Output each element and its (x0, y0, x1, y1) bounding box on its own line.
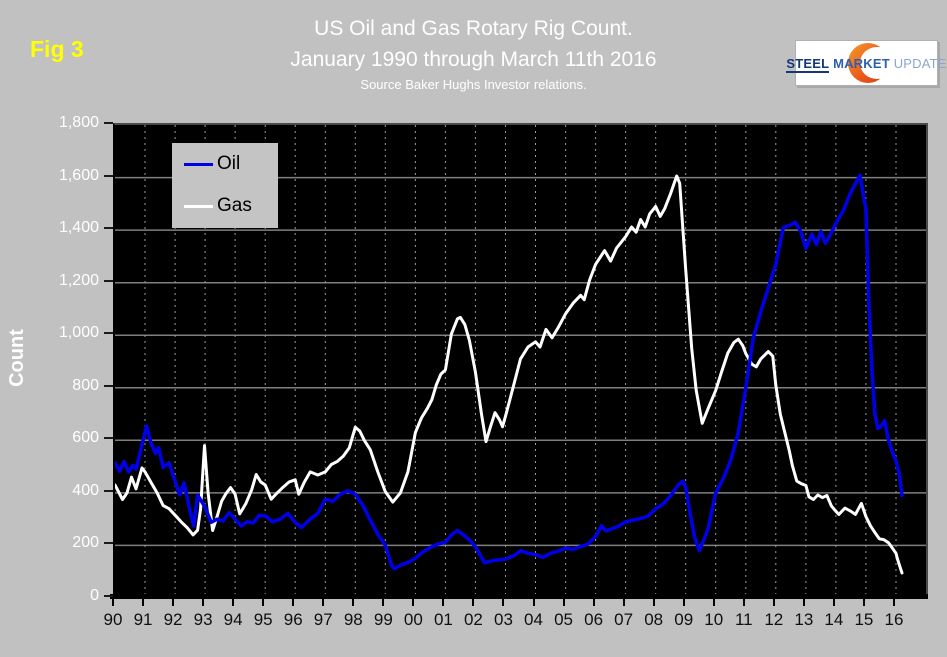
chart-title-line2: January 1990 through March 11th 2016 (290, 48, 657, 71)
chart-title-line1: US Oil and Gas Rotary Rig Count. (314, 17, 633, 40)
x-tick-14 (832, 599, 835, 606)
x-tick-92 (172, 599, 175, 606)
x-tick-label-92: 92 (163, 610, 183, 629)
x-tick-08 (652, 599, 655, 606)
x-tick-99 (382, 599, 385, 606)
x-tick-93 (202, 599, 205, 606)
y-tick-1,600 (104, 174, 113, 177)
x-tick-label-97: 97 (313, 610, 333, 629)
y-tick-label-0: 0 (90, 587, 99, 604)
x-tick-label-93: 93 (193, 610, 213, 629)
logo-word-update: UPDATE (893, 55, 947, 71)
logo-word-steel: STEEL (786, 55, 830, 73)
y-tick-1,400 (104, 227, 113, 230)
x-tick-97 (322, 599, 325, 606)
x-tick-label-05: 05 (554, 610, 573, 629)
y-axis-title: Count (6, 329, 28, 387)
chart-source-note: Source Baker Hughs Investor relations. (360, 77, 587, 92)
x-tick-label-94: 94 (223, 610, 243, 629)
x-tick-07 (622, 599, 625, 606)
y-tick-label-800: 800 (72, 376, 99, 394)
y-tick-1,200 (104, 279, 113, 282)
gas-line (115, 174, 904, 575)
x-tick-label-16: 16 (884, 610, 904, 629)
x-tick-06 (592, 599, 595, 606)
oil-line (115, 173, 904, 571)
x-tick-01 (442, 599, 445, 606)
oil-line-swatch (184, 162, 213, 166)
legend-item-oil: Oil (172, 143, 278, 185)
logo-text: STEEL MARKET UPDATE (786, 55, 947, 73)
y-tick-400 (104, 489, 113, 492)
y-tick-label-200: 200 (72, 534, 99, 552)
y-tick-label-1,600: 1,600 (58, 166, 99, 184)
x-tick-label-99: 99 (373, 610, 393, 629)
x-tick-02 (472, 599, 475, 606)
x-tick-label-90: 90 (103, 610, 123, 629)
y-tick-label-1,000: 1,000 (58, 324, 99, 342)
x-tick-03 (502, 599, 505, 606)
x-tick-00 (412, 599, 415, 606)
x-axis-line (110, 594, 928, 599)
x-tick-label-15: 15 (854, 610, 874, 629)
x-tick-label-96: 96 (283, 610, 303, 629)
chart-header: US Oil and Gas Rotary Rig Count. January… (0, 0, 947, 92)
x-tick-label-04: 04 (524, 610, 543, 629)
x-tick-90 (112, 599, 114, 606)
x-tick-15 (862, 599, 865, 606)
x-tick-label-07: 07 (614, 610, 634, 629)
y-tick-0 (104, 595, 113, 597)
y-tick-label-1,400: 1,400 (58, 219, 99, 237)
y-tick-1,800 (104, 122, 113, 124)
x-tick-05 (562, 599, 565, 606)
y-tick-200 (104, 542, 113, 545)
logo-word-market: MARKET (833, 55, 890, 71)
plot-area (113, 123, 928, 598)
x-tick-95 (262, 599, 265, 606)
x-tick-09 (682, 599, 685, 606)
y-tick-label-1,800: 1,800 (58, 114, 99, 131)
x-tick-10 (712, 599, 715, 606)
legend: Oil Gas (172, 143, 278, 228)
x-tick-label-12: 12 (764, 610, 784, 629)
steel-market-update-logo: STEEL MARKET UPDATE (786, 40, 946, 86)
y-tick-label-1,200: 1,200 (58, 271, 99, 289)
chart-canvas (115, 125, 926, 598)
x-tick-label-98: 98 (343, 610, 363, 629)
x-tick-91 (142, 599, 145, 606)
legend-label-gas: Gas (217, 195, 252, 216)
y-tick-600 (104, 437, 113, 440)
y-tick-800 (104, 384, 113, 387)
x-tick-98 (352, 599, 355, 606)
x-tick-label-00: 00 (403, 610, 423, 629)
x-tick-label-09: 09 (674, 610, 694, 629)
logo-crescent-cutout (860, 47, 894, 79)
x-tick-11 (742, 599, 745, 606)
gas-line-swatch (184, 204, 213, 208)
x-tick-label-10: 10 (704, 610, 724, 629)
x-tick-label-91: 91 (133, 610, 153, 629)
x-tick-label-06: 06 (584, 610, 604, 629)
y-tick-1,000 (104, 332, 113, 335)
x-tick-label-01: 01 (433, 610, 453, 629)
legend-label-oil: Oil (217, 153, 241, 174)
x-tick-label-11: 11 (734, 610, 753, 629)
x-tick-label-08: 08 (644, 610, 664, 629)
x-tick-label-95: 95 (253, 610, 273, 629)
figure-label: Fig 3 (30, 36, 84, 62)
y-tick-label-400: 400 (72, 481, 99, 499)
x-tick-label-03: 03 (494, 610, 513, 629)
x-tick-96 (292, 599, 295, 606)
x-tick-94 (232, 599, 235, 606)
x-tick-label-02: 02 (463, 610, 483, 629)
x-tick-13 (802, 599, 805, 606)
x-tick-12 (772, 599, 775, 606)
x-tick-label-14: 14 (824, 610, 844, 629)
x-tick-04 (532, 599, 535, 606)
x-tick-label-13: 13 (794, 610, 814, 629)
y-tick-label-600: 600 (72, 429, 99, 447)
x-tick-16 (892, 599, 895, 606)
legend-item-gas: Gas (172, 185, 278, 227)
